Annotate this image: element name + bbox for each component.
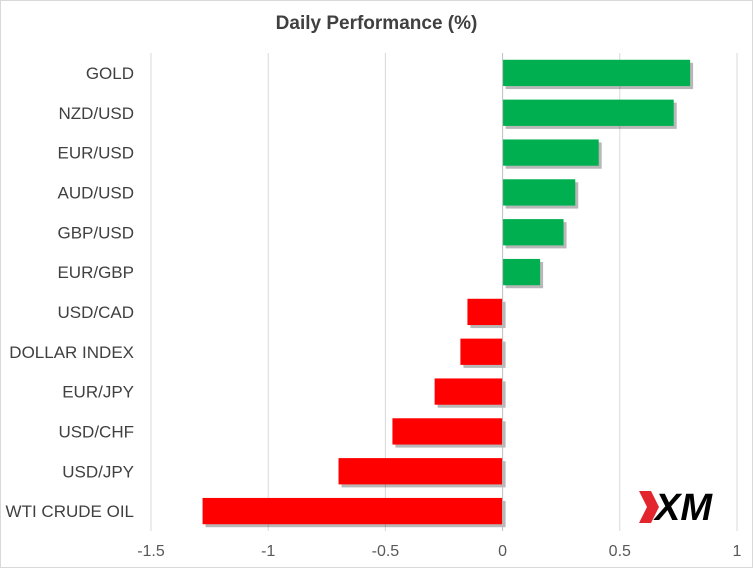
bar bbox=[392, 418, 503, 445]
bar bbox=[460, 338, 503, 365]
category-label: USD/JPY bbox=[62, 462, 134, 481]
category-label: DOLLAR INDEX bbox=[9, 343, 134, 362]
category-label: GBP/USD bbox=[57, 223, 134, 242]
category-label: NZD/USD bbox=[58, 104, 134, 123]
category-label: WTI CRUDE OIL bbox=[6, 502, 134, 521]
category-label: GOLD bbox=[86, 64, 134, 83]
xm-logo-icon: XM bbox=[639, 487, 713, 527]
bar bbox=[467, 298, 503, 326]
x-tick-label: 0.5 bbox=[609, 543, 631, 560]
bar bbox=[434, 378, 503, 405]
x-tick-label: 1 bbox=[733, 543, 742, 560]
logo-wordmark: XM bbox=[653, 487, 713, 527]
category-label: USD/CAD bbox=[57, 303, 134, 322]
bar bbox=[502, 59, 691, 87]
category-label: USD/CHF bbox=[58, 422, 134, 441]
bar bbox=[502, 179, 576, 206]
category-label: EUR/JPY bbox=[62, 383, 134, 402]
category-label: AUD/USD bbox=[57, 183, 134, 202]
category-label: EUR/GBP bbox=[57, 263, 134, 282]
bar bbox=[502, 219, 564, 246]
x-tick-label: -1 bbox=[261, 543, 275, 560]
x-tick-label: -0.5 bbox=[372, 543, 400, 560]
x-tick-label: 0 bbox=[498, 543, 507, 560]
bar bbox=[502, 258, 541, 286]
logo-accent-mark bbox=[639, 491, 659, 523]
x-tick-label: -1.5 bbox=[137, 543, 165, 560]
chart-title: Daily Performance (%) bbox=[275, 13, 478, 34]
bar bbox=[338, 458, 503, 485]
category-label: EUR/USD bbox=[57, 144, 134, 163]
bar bbox=[202, 497, 503, 525]
bar bbox=[502, 99, 674, 126]
bar bbox=[502, 139, 599, 166]
